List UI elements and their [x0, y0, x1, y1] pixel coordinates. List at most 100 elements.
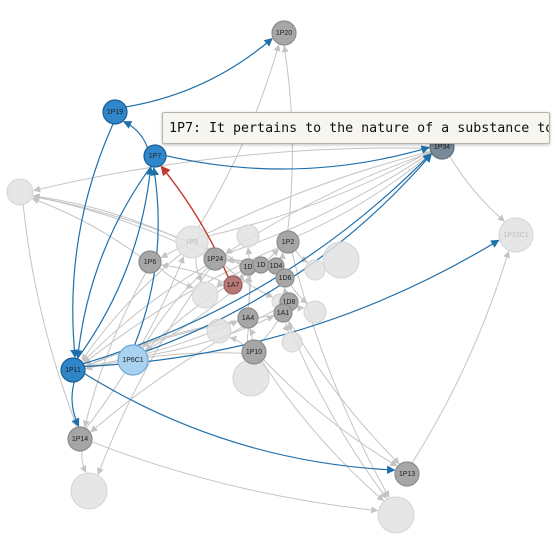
edge-1P11-to-1P14 [71, 381, 80, 427]
node-circle[interactable] [203, 247, 227, 271]
graph-node-1p7[interactable]: 1P7 [143, 144, 167, 168]
edge-1P5-to-1P34 [206, 151, 431, 237]
edge-1P10-to-f3 [261, 360, 385, 502]
node-circle[interactable] [232, 359, 270, 397]
edge-1P2-to-f8 [295, 249, 309, 263]
node-circle[interactable] [498, 217, 534, 253]
node-circle[interactable] [303, 300, 327, 324]
tooltip-text: 1P7: It pertains to the nature of a subs… [169, 120, 549, 136]
graph-node-1a4[interactable]: 1A4 [237, 307, 259, 329]
node-circle[interactable] [6, 178, 34, 206]
edge-1D6-to-f7 [290, 284, 308, 304]
node-circle[interactable] [304, 259, 326, 281]
node-circle[interactable] [102, 99, 128, 125]
edge-f1-to-1P14 [22, 204, 78, 428]
node-circle[interactable] [237, 307, 259, 329]
node-circle[interactable] [275, 268, 295, 288]
graph-node-1p11[interactable]: 1P11 [60, 357, 86, 383]
node-circle[interactable] [143, 144, 167, 168]
node-circle[interactable] [271, 20, 297, 46]
node-circle[interactable] [276, 230, 300, 254]
graph-node-1p24[interactable]: 1P24 [203, 247, 227, 271]
node-circle[interactable] [223, 275, 243, 295]
graph-node-1p6[interactable]: 1P6 [138, 250, 162, 274]
edge-1P2-to-1P34 [297, 153, 432, 237]
node-circle[interactable] [60, 357, 86, 383]
edge-1P13-to-1P13C1 [411, 250, 511, 464]
edge-1P10-to-1P13 [263, 359, 398, 467]
edge-1P24-to-f12 [223, 264, 274, 298]
graph-node-1d_b[interactable]: 1D [252, 256, 270, 274]
graph-node-f3[interactable] [377, 496, 415, 534]
graph-node-1p6c1[interactable]: 1P6C1 [117, 344, 149, 376]
graph-node-1p13[interactable]: 1P13 [394, 461, 420, 487]
edge-1P7-to-1P19 [122, 121, 149, 149]
edge-1P14-to-f2 [79, 450, 87, 473]
edge-1P6C1-to-1P34 [145, 153, 432, 353]
edge-1P7-to-1P34 [165, 145, 430, 170]
edge-1D8-to-f7 [297, 304, 305, 312]
node-circle[interactable] [138, 250, 162, 274]
node-circle[interactable] [377, 496, 415, 534]
graph-node-1p14[interactable]: 1P14 [67, 426, 93, 452]
node-circle[interactable] [117, 344, 149, 376]
graph-node-1p10[interactable]: 1P10 [241, 339, 267, 365]
node-circle[interactable] [70, 472, 108, 510]
edge-1P5-to-f6 [195, 257, 203, 283]
edge-1P6-to-1P14 [82, 271, 147, 428]
edge-1P11-to-1P7 [76, 166, 155, 360]
graph-node-f2[interactable] [70, 472, 108, 510]
edge-1P10-to-1A4 [249, 328, 257, 341]
edge-1P2-to-f3 [291, 252, 390, 498]
graph-node-f8[interactable] [304, 259, 326, 281]
node-circle[interactable] [252, 256, 270, 274]
edge-1D4-to-1P2 [278, 252, 286, 260]
node-circle[interactable] [67, 426, 93, 452]
node-circle[interactable] [394, 461, 420, 487]
graph-node-f9[interactable] [281, 331, 303, 353]
graph-node-1a7[interactable]: 1A7 [223, 275, 243, 295]
edge-1A1-to-1P13 [288, 319, 400, 465]
node-circle[interactable] [281, 331, 303, 353]
edge-1P5-to-f1 [32, 193, 177, 238]
node-circle[interactable] [322, 241, 360, 279]
edge-1P10-to-f10 [229, 335, 245, 347]
graph-node-1p5[interactable]: 1P5 [175, 225, 209, 259]
node-tooltip: 1P7: It pertains to the nature of a subs… [162, 112, 550, 144]
graph-node-f5[interactable] [232, 359, 270, 397]
graph-node-f7[interactable] [303, 300, 327, 324]
graph-node-1a1[interactable]: 1A1 [273, 303, 293, 323]
edge-1A4-to-f11 [245, 247, 253, 309]
edge-1P11-to-1P13 [84, 373, 396, 474]
node-circle[interactable] [241, 339, 267, 365]
edge-1P6-to-f6 [159, 267, 194, 289]
edge-1P14-to-1P5 [85, 256, 185, 429]
graph-node-1p20[interactable]: 1P20 [271, 20, 297, 46]
graph-node-1p19[interactable]: 1P19 [102, 99, 128, 125]
graph-node-f4[interactable] [322, 241, 360, 279]
edge-layer [22, 37, 511, 514]
node-circle[interactable] [236, 224, 260, 248]
edge-1P34-to-1P13C1 [449, 155, 505, 222]
edge-1A7-to-1P6 [160, 262, 225, 284]
graph-node-1d6[interactable]: 1D6 [275, 268, 295, 288]
node-circle[interactable] [175, 225, 209, 259]
edge-1P14-to-f3 [91, 441, 379, 514]
graph-node-f10[interactable] [206, 318, 232, 344]
edge-1P19-to-1P11 [70, 123, 114, 359]
graph-node-f11[interactable] [236, 224, 260, 248]
node-circle[interactable] [273, 303, 293, 323]
edge-1P6-to-f1 [31, 197, 141, 258]
graph-node-f1[interactable] [6, 178, 34, 206]
node-circle[interactable] [191, 281, 219, 309]
node-circle[interactable] [206, 318, 232, 344]
edge-1P7-to-1P11 [74, 165, 152, 359]
edge-1P34-to-f1 [33, 147, 431, 193]
edge-1P19-to-1P20 [125, 37, 273, 108]
graph-node-1p2[interactable]: 1P2 [276, 230, 300, 254]
graph-node-f6[interactable] [191, 281, 219, 309]
edge-1A1-to-f3 [286, 320, 388, 499]
graph-node-1p13c1[interactable]: 1P13C1 [498, 217, 534, 253]
